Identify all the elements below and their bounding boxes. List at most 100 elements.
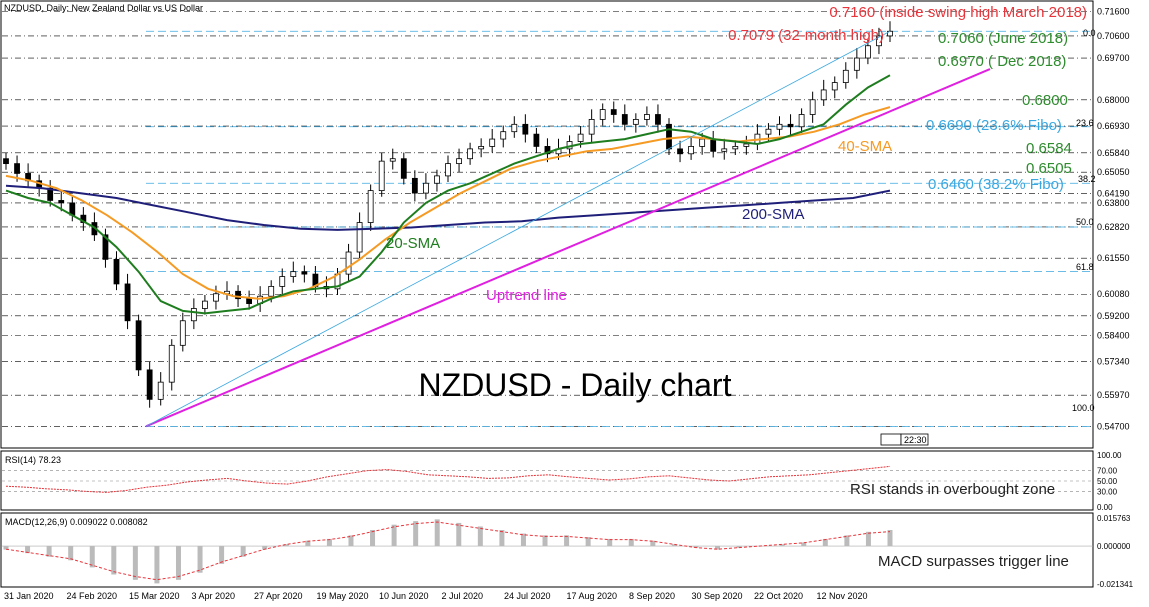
level-6800-label: 0.6800 [1022,92,1068,109]
macd-bar [25,546,31,554]
clock-label: 22:30 [904,435,927,445]
x-tick-label: 22 Oct 2020 [754,591,803,601]
x-tick-label: 8 Sep 2020 [629,591,675,601]
x-tick-label: 24 Feb 2020 [67,591,118,601]
candle-body [168,344,175,383]
candle-body [688,146,694,155]
rsi-panel [0,450,1094,511]
rsi-tick-label: 0.00 [1097,503,1113,512]
candle-body [411,177,418,194]
macd-bar [801,542,807,547]
y-tick-label: 0.69700 [1097,53,1130,63]
candle-body [445,163,451,177]
candle-body [710,138,717,152]
macd-bar [219,546,225,564]
fibo-236-label: 23.6 [1076,118,1094,128]
x-tick-label: 10 Jun 2020 [379,591,429,601]
candle-body [356,222,363,253]
macd-bar [283,544,289,547]
candle-body [422,182,429,194]
sma40-line [5,106,891,300]
chart-title: NZDUSD - Daily chart [419,367,732,403]
macd-bar [865,531,871,547]
candle-body [743,143,750,147]
candle-body [842,69,849,83]
rsi-tick-label: 100.00 [1097,451,1122,460]
y-tick-label: 0.54700 [1097,421,1130,431]
macd-bar [520,533,526,547]
macd-bar [197,546,203,573]
macd-bar [434,519,440,547]
candle-body [677,148,683,155]
candle-body [58,200,65,204]
main-panel [0,0,1094,449]
level-6460-label: 0.6460 (38.2% Fibo) [928,176,1064,193]
x-tick-label: 19 May 2020 [317,591,369,601]
candle-body [246,298,253,304]
candle-body [146,369,153,400]
candle-body [655,114,661,125]
candle-body [820,89,827,101]
candle-body [699,138,706,147]
macd-tick-label: 0.000000 [1097,542,1131,551]
macd-title: MACD(12,26,9) 0.009022 0.008082 [5,517,148,527]
candle-body [47,187,54,201]
candle-body [179,320,186,346]
macd-bar [456,522,462,547]
candle-body [577,133,584,142]
y-tick-label: 0.65840 [1097,148,1130,158]
macd-bar [68,546,74,561]
macd-bar [715,546,721,550]
y-tick-label: 0.65050 [1097,167,1130,177]
x-tick-label: 24 Jul 2020 [504,591,551,601]
macd-bar [585,537,591,547]
y-tick-label: 0.62820 [1097,222,1130,232]
candle-body [201,300,208,309]
macd-bar [391,524,397,547]
macd-annotation: MACD surpasses trigger line [878,553,1069,570]
macd-tick-label: 0.015763 [1097,514,1131,523]
sma40-label: 40-SMA [838,138,892,155]
level-7060-label: 0.7060 (June 2018) [938,30,1068,47]
candle-body [599,109,606,120]
candle-body [378,160,385,192]
x-tick-label: 30 Sep 2020 [692,591,743,601]
macd-bar [46,546,52,557]
rsi-tick-label: 30.00 [1097,487,1118,496]
macd-bar [477,526,483,547]
macd-bar [262,546,268,550]
rsi-annotation: RSI stands in overbought zone [850,481,1055,498]
level-6690-label: 0.6690 (23.6% Fibo) [926,117,1062,134]
candle-body [776,123,783,130]
candle-body [732,146,739,150]
candle-body [213,293,219,302]
macd-bar [542,535,548,547]
macd-bar [564,535,570,547]
candle-body [102,234,109,260]
candle-body [367,190,374,223]
sma200-label: 200-SMA [742,206,805,223]
macd-bar [887,530,893,547]
candle-body [632,119,639,125]
macd-bar [154,546,160,584]
candle-body [876,35,882,47]
candle-body [500,131,507,140]
candle-body [389,158,396,162]
y-tick-label: 0.58400 [1097,331,1130,341]
fibo-50-label: 50.0 [1076,217,1094,227]
candle-body [544,146,551,155]
macd-bar [240,546,246,557]
macd-bar [693,546,699,548]
candle-body [235,290,241,300]
macd-bar [736,546,742,548]
macd-bar [650,540,656,547]
candle-body [511,123,518,133]
rsi-title: RSI(14) 78.23 [5,455,61,465]
x-tick-label: 15 Mar 2020 [129,591,180,601]
fibo-618-label: 61.8 [1076,262,1094,272]
uptrend-label: Uptrend line [486,287,567,304]
macd-bar [628,538,634,547]
uptrend-line [145,68,991,428]
candle-body [522,123,529,135]
sma20-line [5,74,891,315]
